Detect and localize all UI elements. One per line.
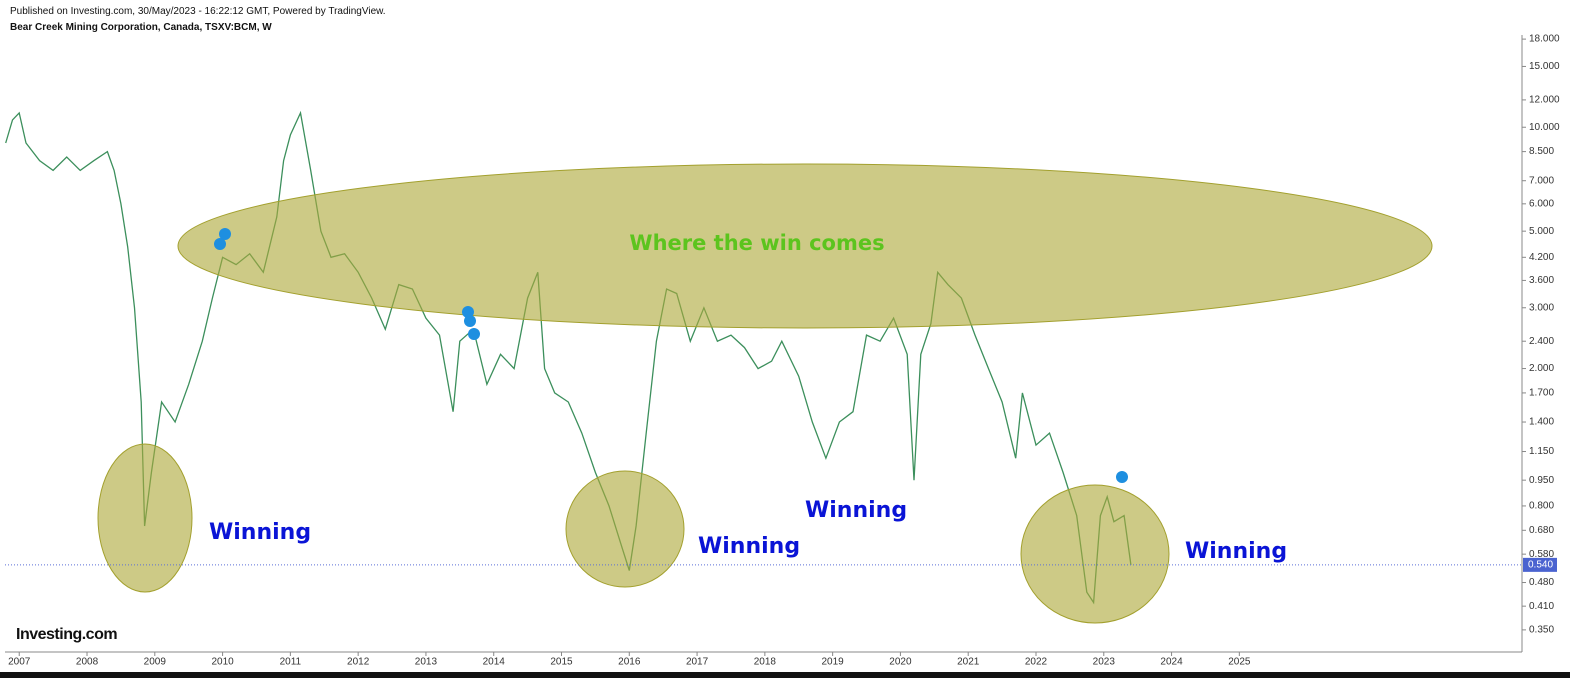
y-tick-label: 1.400 — [1529, 417, 1554, 428]
annotation: Winning — [209, 520, 311, 545]
published-note: Published on Investing.com, 30/May/2023 … — [10, 6, 386, 17]
y-tick-label: 0.580 — [1529, 549, 1554, 560]
y-tick-label: 5.000 — [1529, 226, 1554, 237]
y-tick-label: 8.500 — [1529, 146, 1554, 157]
y-tick-label: 0.480 — [1529, 577, 1554, 588]
x-tick-label: 2022 — [1025, 657, 1048, 668]
zone-ellipse — [565, 470, 685, 588]
y-tick-label: 3.000 — [1529, 302, 1554, 313]
footer-bar — [0, 672, 1570, 678]
y-tick-label: 3.600 — [1529, 275, 1554, 286]
x-tick-label: 2010 — [211, 657, 234, 668]
y-tick-label: 4.200 — [1529, 252, 1554, 263]
y-tick-label: 12.000 — [1529, 95, 1560, 106]
last-price-box — [1523, 557, 1557, 572]
p-markers — [214, 228, 1128, 483]
y-tick-label: 0.410 — [1529, 601, 1554, 612]
x-tick-label: 2021 — [957, 657, 980, 668]
x-tick-label: 2014 — [483, 657, 506, 668]
y-tick-label: 0.350 — [1529, 625, 1554, 636]
x-tick-label: 2024 — [1160, 657, 1183, 668]
x-tick-label: 2017 — [686, 657, 709, 668]
logo: Investing.com — [16, 626, 117, 643]
annotation: Winning — [805, 498, 907, 523]
y-tick-label: 2.400 — [1529, 336, 1554, 347]
x-tick-label: 2023 — [1093, 657, 1116, 668]
y-tick-label: 0.800 — [1529, 501, 1554, 512]
last-price-label: 0.540 — [1528, 560, 1553, 571]
symbol-title: Bear Creek Mining Corporation, Canada, T… — [10, 22, 272, 33]
x-tick-label: 2016 — [618, 657, 641, 668]
x-tick-label: 2018 — [754, 657, 777, 668]
x-tick-label: 2015 — [550, 657, 573, 668]
y-tick-label: 10.000 — [1529, 122, 1560, 133]
y-tick-label: 1.700 — [1529, 388, 1554, 399]
x-tick-label: 2013 — [415, 657, 438, 668]
annotation: Winning — [1185, 539, 1287, 564]
y-tick-label: 1.150 — [1529, 446, 1554, 457]
x-tick-label: 2011 — [280, 657, 302, 668]
x-tick-label: 2019 — [822, 657, 845, 668]
y-tick-label: 0.680 — [1529, 525, 1554, 536]
x-tick-label: 2008 — [76, 657, 99, 668]
annotation: Winning — [698, 534, 800, 559]
zone-ellipse — [97, 443, 193, 593]
x-tick-label: 2012 — [347, 657, 370, 668]
y-tick-label: 15.000 — [1529, 61, 1560, 72]
y-tick-label: 0.950 — [1529, 475, 1554, 486]
annotations: Where the win comes Winning Winning Winn… — [97, 163, 1433, 624]
y-tick-label: 7.000 — [1529, 175, 1554, 186]
y-tick-label: 2.000 — [1529, 363, 1554, 374]
x-tick-label: 2009 — [144, 657, 167, 668]
x-tick-label: 2025 — [1228, 657, 1251, 668]
annotation: Where the win comes — [629, 231, 884, 255]
y-tick-label: 6.000 — [1529, 198, 1554, 209]
zone-ellipse — [1020, 484, 1170, 624]
zone-ellipse — [177, 163, 1433, 329]
x-tick-label: 2020 — [889, 657, 912, 668]
x-tick-label: 2007 — [8, 657, 31, 668]
y-tick-label: 18.000 — [1529, 34, 1560, 45]
